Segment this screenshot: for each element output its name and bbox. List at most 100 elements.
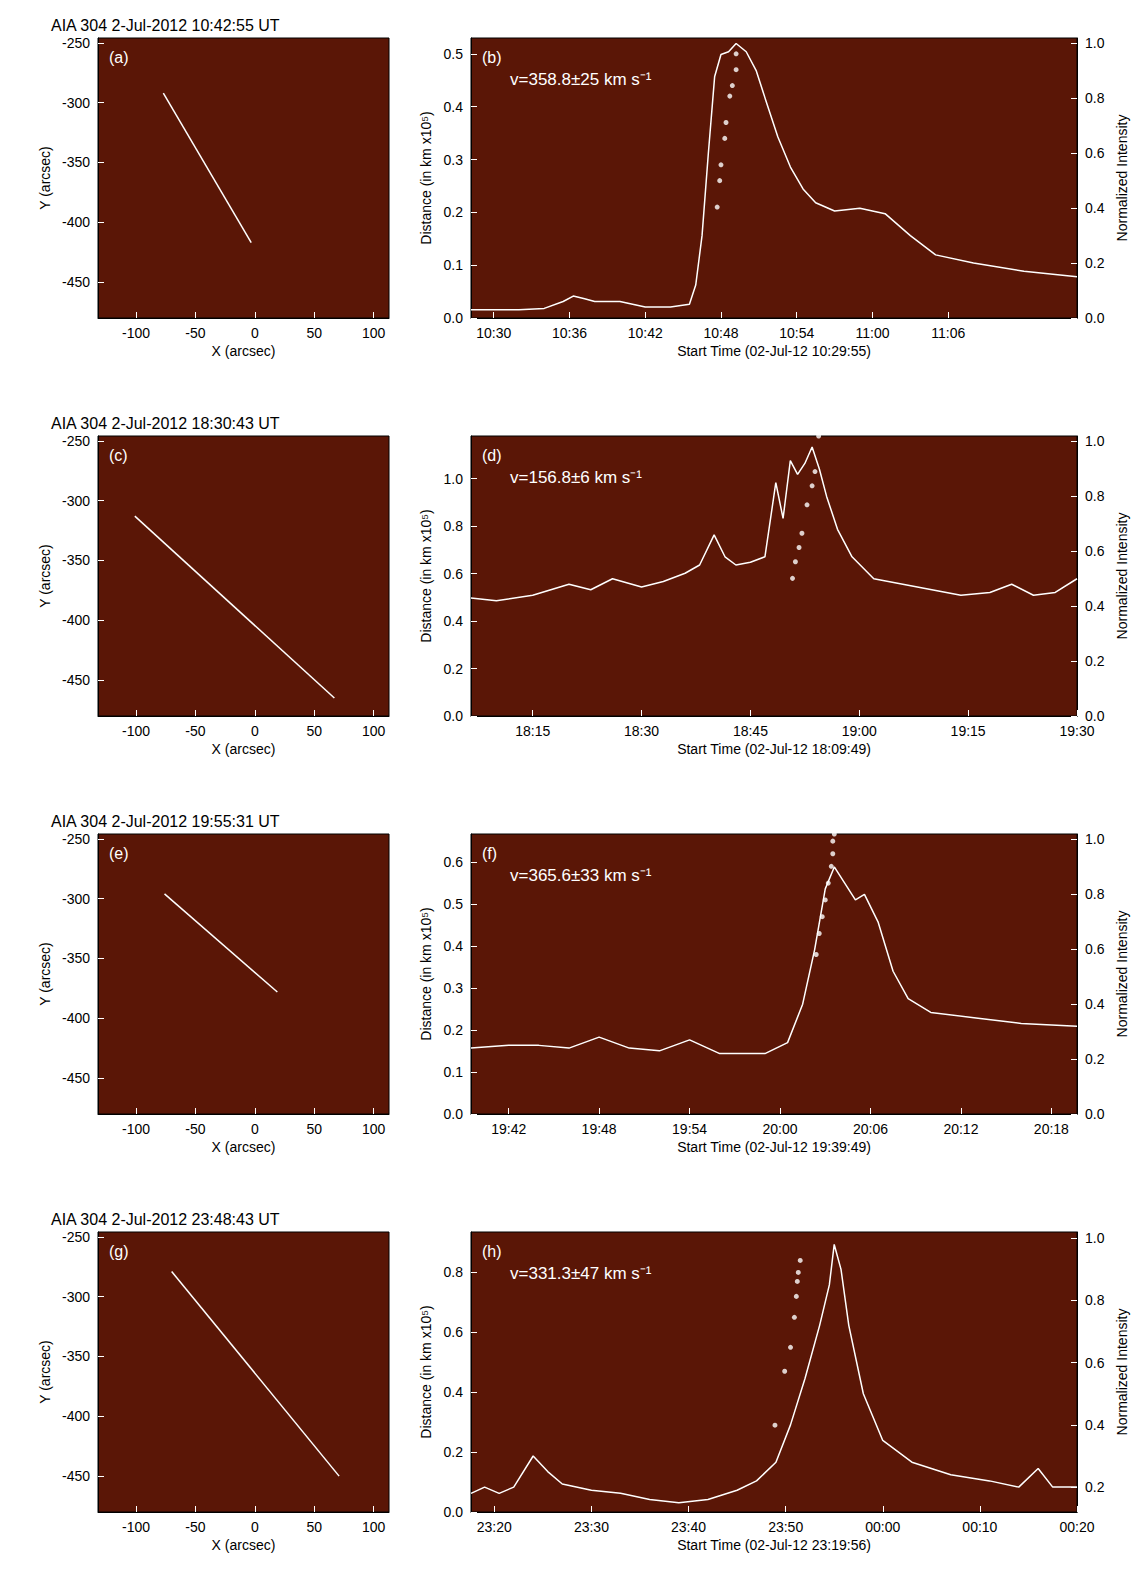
svg-text:-100: -100	[122, 723, 150, 739]
svg-text:(a): (a)	[109, 49, 129, 66]
svg-text:Normalized Intensity: Normalized Intensity	[1114, 115, 1130, 242]
svg-text:19:42: 19:42	[491, 1121, 526, 1137]
svg-text:100: 100	[362, 325, 386, 341]
svg-text:AIA 304 2-Jul-2012 23:48:43 UT: AIA 304 2-Jul-2012 23:48:43 UT	[51, 1211, 280, 1228]
svg-text:00:10: 00:10	[962, 1519, 997, 1535]
svg-text:0.4: 0.4	[1085, 598, 1105, 614]
svg-text:0.5: 0.5	[444, 896, 464, 912]
svg-text:Start Time (02-Jul-12 19:39:49: Start Time (02-Jul-12 19:39:49)	[677, 1139, 871, 1155]
svg-text:Start Time (02-Jul-12 18:09:49: Start Time (02-Jul-12 18:09:49)	[677, 741, 871, 757]
svg-text:-450: -450	[62, 672, 90, 688]
svg-text:-50: -50	[185, 1519, 205, 1535]
svg-text:50: 50	[306, 723, 322, 739]
svg-text:0.2: 0.2	[444, 1444, 464, 1460]
svg-text:-350: -350	[62, 552, 90, 568]
svg-text:0.0: 0.0	[444, 708, 464, 724]
svg-text:00:00: 00:00	[865, 1519, 900, 1535]
svg-text:0: 0	[251, 325, 259, 341]
svg-text:10:36: 10:36	[552, 325, 587, 341]
svg-text:v=365.6±33 km s⁻¹: v=365.6±33 km s⁻¹	[510, 866, 652, 885]
svg-text:0.6: 0.6	[1085, 543, 1105, 559]
svg-text:11:00: 11:00	[855, 325, 889, 341]
svg-text:0.0: 0.0	[444, 310, 464, 326]
svg-text:Y (arcsec): Y (arcsec)	[37, 544, 53, 608]
svg-text:-300: -300	[62, 891, 90, 907]
svg-text:-400: -400	[62, 214, 90, 230]
svg-text:(b): (b)	[482, 49, 502, 66]
svg-text:-100: -100	[122, 1121, 150, 1137]
svg-text:10:48: 10:48	[703, 325, 738, 341]
svg-text:0.0: 0.0	[444, 1106, 464, 1122]
svg-text:100: 100	[362, 1519, 386, 1535]
svg-text:0.2: 0.2	[444, 204, 464, 220]
svg-text:Distance (in km x10⁵): Distance (in km x10⁵)	[418, 111, 434, 244]
svg-text:50: 50	[306, 1121, 322, 1137]
svg-text:0.1: 0.1	[444, 257, 464, 273]
svg-text:v=358.8±25 km s⁻¹: v=358.8±25 km s⁻¹	[510, 70, 652, 89]
svg-text:-300: -300	[62, 1289, 90, 1305]
svg-text:Start Time (02-Jul-12 10:29:55: Start Time (02-Jul-12 10:29:55)	[677, 343, 871, 359]
svg-text:Y (arcsec): Y (arcsec)	[37, 942, 53, 1006]
svg-text:1.0: 1.0	[1085, 1230, 1105, 1246]
svg-text:100: 100	[362, 723, 386, 739]
svg-text:0.8: 0.8	[1085, 886, 1105, 902]
svg-text:10:30: 10:30	[476, 325, 511, 341]
svg-text:-400: -400	[62, 1010, 90, 1026]
svg-text:(f): (f)	[482, 845, 497, 862]
svg-text:Y (arcsec): Y (arcsec)	[37, 146, 53, 210]
svg-text:AIA 304 2-Jul-2012 10:42:55 UT: AIA 304 2-Jul-2012 10:42:55 UT	[51, 17, 280, 34]
svg-text:Y (arcsec): Y (arcsec)	[37, 1340, 53, 1404]
svg-text:0.8: 0.8	[444, 1264, 464, 1280]
svg-text:0.6: 0.6	[1085, 1355, 1105, 1371]
svg-text:0.2: 0.2	[444, 661, 464, 677]
svg-text:-250: -250	[62, 433, 90, 449]
svg-text:Normalized Intensity: Normalized Intensity	[1114, 911, 1130, 1038]
svg-text:19:54: 19:54	[672, 1121, 707, 1137]
svg-text:19:48: 19:48	[582, 1121, 617, 1137]
svg-text:0.4: 0.4	[444, 99, 464, 115]
svg-text:0.4: 0.4	[444, 938, 464, 954]
svg-text:Distance (in km x10⁵): Distance (in km x10⁵)	[418, 509, 434, 642]
svg-text:X (arcsec): X (arcsec)	[212, 1537, 276, 1553]
svg-text:-250: -250	[62, 1229, 90, 1245]
svg-text:-450: -450	[62, 1070, 90, 1086]
svg-text:Start Time (02-Jul-12 23:19:56: Start Time (02-Jul-12 23:19:56)	[677, 1537, 871, 1553]
svg-text:20:00: 20:00	[763, 1121, 798, 1137]
svg-text:50: 50	[306, 1519, 322, 1535]
svg-text:(h): (h)	[482, 1243, 502, 1260]
svg-text:-450: -450	[62, 274, 90, 290]
svg-text:-250: -250	[62, 35, 90, 51]
svg-text:0.2: 0.2	[1085, 255, 1105, 271]
svg-text:0.4: 0.4	[1085, 1417, 1105, 1433]
svg-text:19:30: 19:30	[1059, 723, 1094, 739]
svg-text:0.8: 0.8	[444, 518, 464, 534]
svg-text:0.8: 0.8	[1085, 488, 1105, 504]
svg-text:-300: -300	[62, 95, 90, 111]
svg-text:10:42: 10:42	[628, 325, 663, 341]
svg-text:0.0: 0.0	[444, 1504, 464, 1520]
svg-text:-350: -350	[62, 154, 90, 170]
svg-text:Normalized Intensity: Normalized Intensity	[1114, 513, 1130, 640]
svg-text:0.4: 0.4	[1085, 200, 1105, 216]
svg-text:0: 0	[251, 723, 259, 739]
svg-text:0.2: 0.2	[1085, 1479, 1105, 1495]
svg-text:0.0: 0.0	[1085, 310, 1105, 326]
svg-text:Distance (in km x10⁵): Distance (in km x10⁵)	[418, 907, 434, 1040]
svg-text:1.0: 1.0	[1085, 433, 1105, 449]
svg-text:11:06: 11:06	[931, 325, 965, 341]
svg-text:-350: -350	[62, 1348, 90, 1364]
svg-text:20:18: 20:18	[1034, 1121, 1069, 1137]
svg-text:0.4: 0.4	[444, 613, 464, 629]
svg-text:20:06: 20:06	[853, 1121, 888, 1137]
svg-text:0.6: 0.6	[1085, 941, 1105, 957]
svg-text:(g): (g)	[109, 1243, 129, 1260]
svg-text:18:15: 18:15	[515, 723, 550, 739]
svg-text:0.0: 0.0	[1085, 1106, 1105, 1122]
svg-text:0.3: 0.3	[444, 980, 464, 996]
svg-text:Normalized Intensity: Normalized Intensity	[1114, 1309, 1130, 1436]
svg-text:X (arcsec): X (arcsec)	[212, 1139, 276, 1155]
svg-text:0.4: 0.4	[1085, 996, 1105, 1012]
svg-text:-100: -100	[122, 1519, 150, 1535]
svg-text:23:20: 23:20	[477, 1519, 512, 1535]
svg-text:(d): (d)	[482, 447, 502, 464]
